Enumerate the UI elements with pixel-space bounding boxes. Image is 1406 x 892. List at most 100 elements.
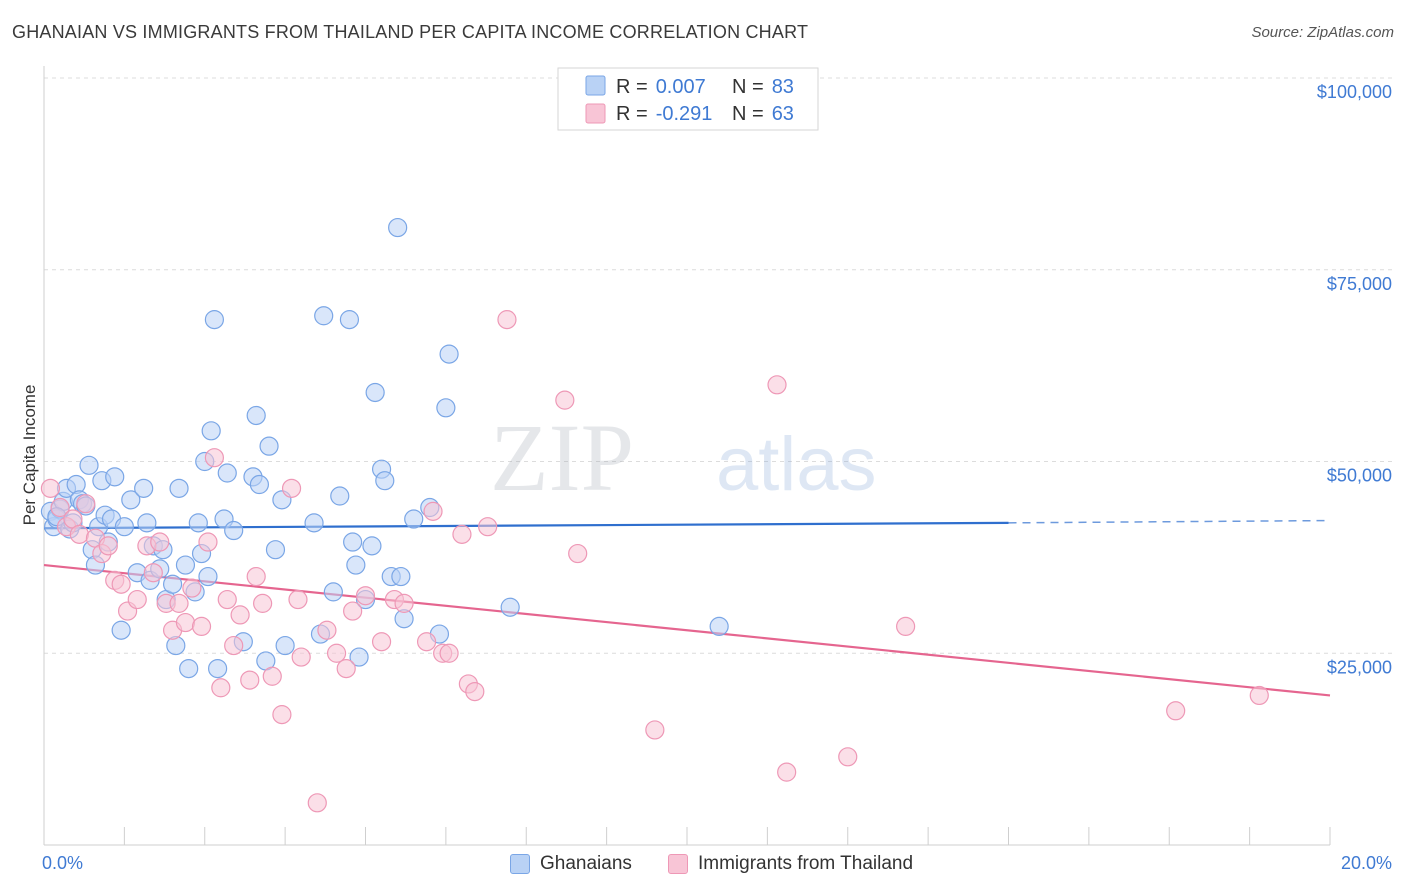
thailand-point-36 — [307, 793, 327, 813]
y-tick-label-3: $100,000 — [1317, 82, 1392, 102]
ghanaian-point-19 — [105, 467, 125, 487]
ghanaian-point-43 — [208, 658, 228, 679]
thailand-point-5 — [76, 494, 96, 514]
ghanaian-point-80 — [709, 616, 729, 637]
thailand-point-29 — [246, 566, 266, 587]
thailand-point-62 — [1249, 685, 1269, 706]
ghanaian-point-45 — [217, 463, 237, 483]
ghanaian-point-42 — [204, 310, 224, 330]
ghanaian-point-74 — [404, 509, 424, 529]
ghanaian-point-24 — [134, 478, 154, 498]
y-tick-label-1: $50,000 — [1327, 466, 1392, 486]
thailand-point-37 — [317, 620, 337, 640]
ghanaian-point-20 — [111, 620, 131, 640]
legend-n-label-1: N = — [732, 76, 764, 98]
chart-title: GHANAIAN VS IMMIGRANTS FROM THAILAND PER… — [12, 22, 809, 42]
thailand-point-10 — [111, 574, 131, 594]
ghanaian-point-59 — [323, 582, 343, 602]
thailand-point-45 — [416, 632, 437, 652]
svg-text:R =-0.291: R = -0.291 — [616, 103, 712, 125]
source-attribution: Source: ZipAtlas.com — [1251, 24, 1394, 41]
ghanaian-point-69 — [375, 471, 395, 491]
ghanaian-trend-line — [43, 521, 1009, 530]
ghanaian-point-50 — [249, 474, 270, 495]
ghanaian-point-35 — [179, 658, 199, 679]
thailand-point-1 — [50, 497, 70, 518]
thailand-point-56 — [645, 720, 665, 740]
thailand-point-54 — [555, 390, 575, 410]
legend-r-value-2: -0.291 — [656, 103, 713, 125]
ghanaian-point-55 — [275, 635, 295, 656]
thailand-point-31 — [262, 666, 282, 686]
ghanaian-point-72 — [391, 566, 411, 587]
thailand-point-61 — [1166, 701, 1186, 721]
legend-r-label-2: R = — [616, 103, 648, 125]
bottom-legend-swatch-blue — [510, 854, 530, 874]
watermark-atlas: atlas — [716, 422, 877, 507]
ghanaian-point-37 — [188, 513, 208, 533]
thailand-point-18 — [169, 593, 189, 613]
thailand-point-42 — [371, 632, 392, 652]
correlation-legend: R = 0.007 N = 83 R = -0.291 N = 63 — [557, 67, 819, 131]
thailand-point-58 — [777, 762, 797, 782]
thailand-point-15 — [150, 532, 170, 552]
thailand-point-53 — [497, 310, 517, 330]
thailand-point-4 — [69, 524, 89, 544]
thailand-point-60 — [896, 616, 916, 637]
bottom-legend-swatch-pink — [668, 854, 688, 874]
thailand-point-32 — [272, 705, 292, 725]
ghanaian-point-49 — [246, 405, 266, 426]
ghanaian-point-53 — [265, 540, 286, 560]
ghanaian-point-34 — [175, 555, 196, 575]
ghanaian-point-25 — [137, 513, 157, 533]
thailand-point-14 — [143, 563, 163, 583]
ghanaian-point-46 — [224, 520, 244, 541]
thailand-point-49 — [452, 524, 472, 544]
thailand-point-39 — [336, 658, 356, 679]
ghanaian-point-58 — [314, 306, 334, 326]
thailand-point-30 — [253, 593, 273, 613]
ghanaian-point-79 — [500, 597, 520, 617]
ghanaian-point-62 — [343, 532, 363, 552]
ghanaian-point-31 — [163, 574, 183, 594]
y-tick-labels: $25,000 $50,000 $75,000 $100,000 — [1317, 82, 1392, 677]
thailand-point-25 — [217, 589, 237, 610]
grid-lines — [44, 77, 1392, 654]
thailand-point-51 — [465, 681, 485, 702]
ghanaian-point-33 — [169, 478, 189, 498]
ghanaian-point-67 — [365, 382, 385, 403]
ghanaian-point-64 — [349, 647, 369, 667]
thailand-point-27 — [230, 605, 250, 625]
svg-text:R =0.007: R = 0.007 — [616, 76, 706, 98]
bottom-legend-thailand: Immigrants from Thailand — [668, 850, 913, 878]
legend-swatch-blue — [585, 75, 606, 96]
ghanaian-point-71 — [388, 217, 408, 238]
thailand-point-34 — [288, 589, 308, 610]
ghanaian-point-52 — [259, 436, 279, 456]
x-tick-label-left: 0.0% — [42, 853, 83, 873]
ghanaian-point-21 — [114, 517, 134, 537]
ghanaian-point-63 — [346, 555, 366, 575]
y-tick-label-2: $75,000 — [1327, 274, 1392, 294]
thailand-point-8 — [98, 536, 118, 556]
thailand-point-33 — [281, 478, 302, 498]
axes — [43, 66, 1331, 846]
thailand-point-48 — [439, 643, 459, 663]
thailand-point-44 — [394, 593, 414, 613]
watermark-zip: ZIP — [490, 404, 634, 511]
thailand-point-28 — [240, 670, 260, 690]
thailand-point-55 — [568, 543, 588, 564]
thailand-point-59 — [838, 747, 858, 767]
ghanaian-point-78 — [439, 344, 459, 364]
bottom-legend-label-thailand: Immigrants from Thailand — [698, 853, 914, 874]
thailand-point-21 — [191, 616, 212, 637]
ghanaian-point-22 — [121, 490, 141, 510]
bottom-legend-label-ghanaians: Ghanaians — [540, 853, 632, 874]
ghanaian-point-61 — [339, 310, 360, 330]
thailand-point-57 — [767, 375, 787, 395]
thailand-point-12 — [127, 589, 147, 610]
ghanaian-trend-line-extension — [1008, 519, 1331, 524]
thailand-trend-line — [43, 563, 1331, 697]
ghanaian-point-11 — [79, 455, 99, 475]
